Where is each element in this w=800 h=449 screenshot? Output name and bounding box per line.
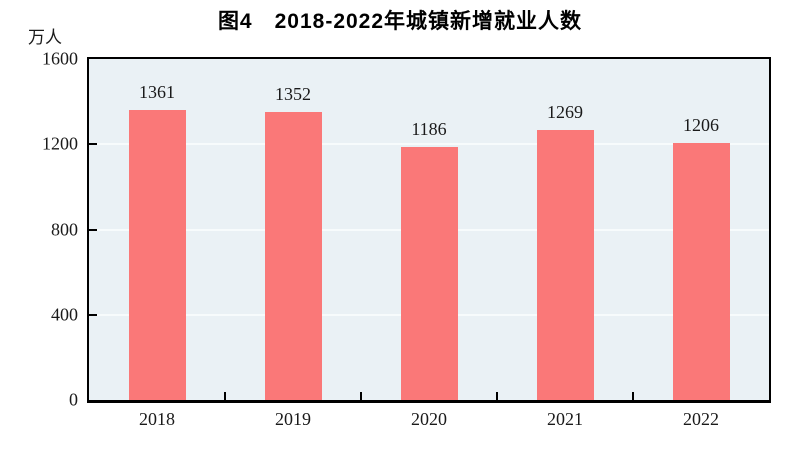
bar-2021 — [536, 129, 594, 400]
bar-value-label: 1361 — [139, 81, 175, 102]
x-tick-label: 2019 — [275, 409, 311, 429]
x-tick-label: 2021 — [547, 409, 583, 429]
bar-value-label: 1269 — [547, 101, 583, 122]
plot-area: 1361 1352 1186 1269 1206 — [87, 57, 771, 403]
x-tick-label: 2022 — [683, 409, 719, 429]
bar-2022 — [672, 142, 730, 400]
bar-2020 — [400, 147, 458, 400]
x-tick-label: 2018 — [139, 409, 175, 429]
y-tick-label: 400 — [51, 304, 78, 325]
y-tick-label: 1600 — [42, 48, 78, 69]
bar-2018 — [128, 109, 186, 400]
y-tick-label: 0 — [69, 389, 78, 410]
y-tick-mark — [89, 143, 97, 146]
y-tick-label: 800 — [51, 219, 78, 239]
x-tick-mark — [224, 392, 226, 400]
bar-value-label: 1186 — [411, 119, 447, 140]
y-tick-label: 1200 — [42, 133, 78, 154]
x-tick-label: 2020 — [411, 409, 447, 429]
bar-2019 — [264, 111, 322, 400]
x-tick-mark — [632, 392, 634, 400]
bar-value-label: 1206 — [683, 114, 719, 135]
chart-title: 图4 2018-2022年城镇新增就业人数 — [217, 10, 583, 33]
y-axis-unit-label: 万人 — [28, 28, 62, 47]
x-tick-mark — [360, 392, 362, 400]
x-tick-mark — [496, 392, 498, 400]
y-tick-mark — [89, 313, 97, 316]
gridline — [89, 143, 769, 146]
bar-value-label: 1352 — [275, 83, 311, 104]
y-tick-mark — [89, 228, 97, 231]
